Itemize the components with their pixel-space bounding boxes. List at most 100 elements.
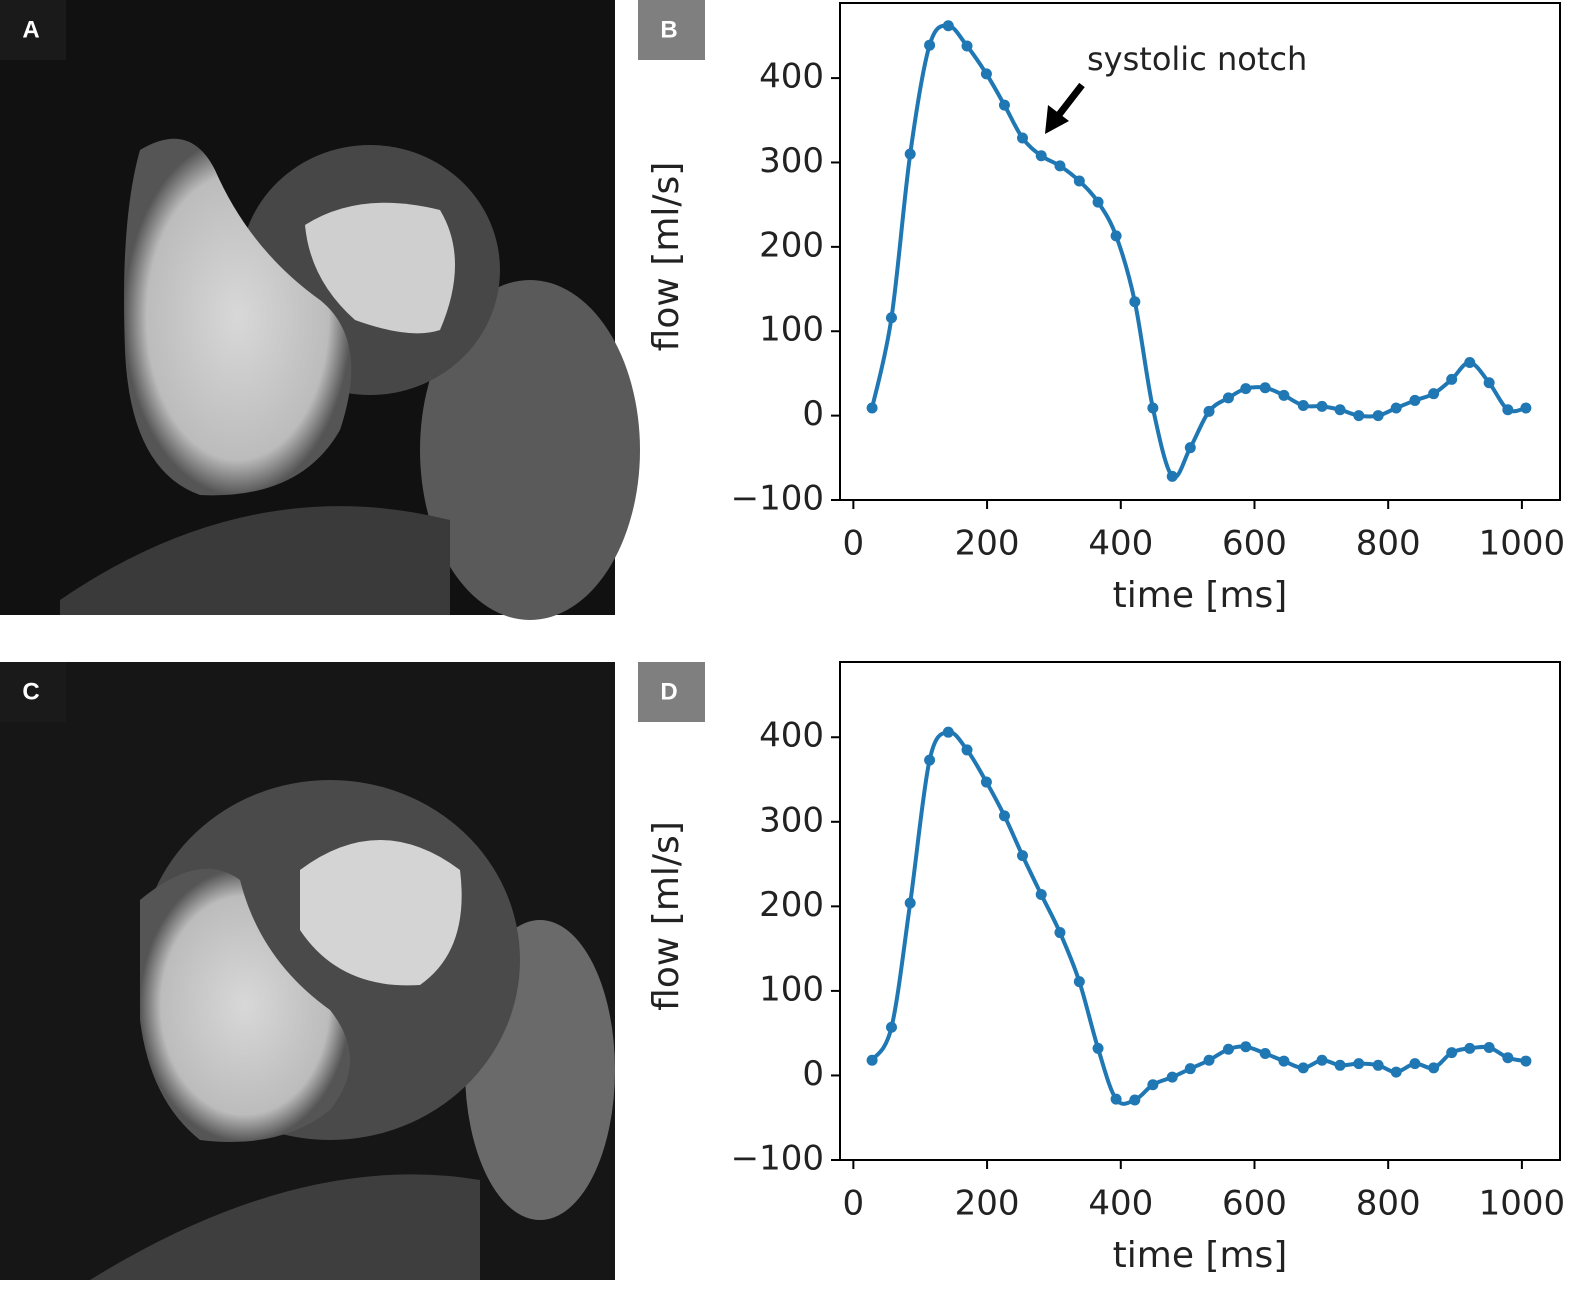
x-tick-label: 0 (843, 524, 865, 564)
flow-point (1035, 889, 1047, 901)
flow-point (1073, 976, 1085, 988)
panel-label-box (0, 0, 66, 60)
panel-label: A (22, 16, 39, 43)
flow-point (1092, 196, 1104, 208)
flow-point (1446, 373, 1458, 385)
flow-point (1017, 132, 1029, 144)
x-tick-label: 400 (1088, 524, 1153, 564)
flow-point (1372, 410, 1384, 422)
flow-point (1464, 1042, 1476, 1054)
flow-point (998, 810, 1010, 822)
annotation: systolic notch (1087, 40, 1307, 78)
panel-label-box (638, 662, 705, 722)
flow-point (942, 20, 954, 32)
mri-image-a (0, 0, 640, 620)
flow-point (980, 68, 992, 80)
flow-point (885, 312, 897, 324)
flow-point (1483, 377, 1495, 389)
flow-point (1017, 850, 1029, 862)
panel-label: C (22, 678, 39, 705)
flow-point (1446, 1047, 1458, 1059)
x-tick-label: 200 (955, 1184, 1020, 1224)
flow-point (866, 402, 878, 414)
y-axis-label: flow [ml/s] (646, 821, 687, 1011)
flow-point (1184, 1063, 1196, 1075)
plot-frame (839, 661, 1561, 1161)
flow-point (1353, 1058, 1365, 1070)
y-tick-label: 200 (759, 225, 824, 265)
flow-point (1520, 402, 1532, 414)
x-axis-label: time [ms] (1113, 575, 1288, 616)
plot-frame (839, 2, 1561, 501)
flow-point (1184, 442, 1196, 454)
flow-point (1520, 1055, 1532, 1067)
y-tick-label: 300 (759, 141, 824, 181)
x-tick-label: 200 (955, 524, 1020, 564)
flow-point (1334, 404, 1346, 416)
flow-point (1129, 1094, 1141, 1106)
y-tick-label: 0 (802, 1054, 824, 1094)
flow-point (1297, 399, 1309, 411)
flow-point (1222, 392, 1234, 404)
panel-label: B (660, 16, 677, 43)
flow-point (1353, 410, 1365, 422)
y-tick-label: −100 (731, 479, 824, 519)
flow-point (942, 726, 954, 738)
flow-point (1147, 1079, 1159, 1091)
flow-point (1054, 160, 1066, 172)
flow-point (1129, 296, 1141, 308)
flow-point (1110, 230, 1122, 242)
panel-label-box (638, 0, 705, 60)
flow-point (1409, 394, 1421, 406)
flow-point (1278, 389, 1290, 401)
y-tick-label: 400 (759, 57, 824, 97)
y-tick-label: −100 (731, 1139, 824, 1179)
x-tick-label: 600 (1222, 524, 1287, 564)
flow-point (1483, 1042, 1495, 1054)
flow-point (1147, 402, 1159, 414)
flow-point (961, 40, 973, 52)
flow-point (904, 148, 916, 160)
flow-point (1166, 470, 1178, 482)
flow-point (1092, 1042, 1104, 1054)
flow-point (1035, 150, 1047, 162)
flow-point (1278, 1055, 1290, 1067)
mri-image-c (0, 662, 615, 1280)
annotation-arrow (1055, 82, 1085, 119)
y-tick-label: 100 (759, 969, 824, 1009)
flow-point (924, 754, 936, 766)
flow-point (1259, 382, 1271, 394)
flow-point (998, 99, 1010, 111)
flow-point (1316, 400, 1328, 412)
flow-point (1409, 1058, 1421, 1070)
flow-point (924, 39, 936, 51)
x-tick-label: 1000 (1479, 524, 1566, 564)
flow-point (1502, 404, 1514, 416)
flow-point (980, 776, 992, 788)
flow-line (870, 730, 1527, 1106)
flow-point (1110, 1093, 1122, 1105)
flow-point (1297, 1062, 1309, 1074)
y-tick-label: 100 (759, 310, 824, 350)
flow-point (961, 744, 973, 756)
flow-point (1259, 1047, 1271, 1059)
x-tick-label: 800 (1356, 1184, 1421, 1224)
flow-point (1316, 1054, 1328, 1066)
y-tick-label: 200 (759, 885, 824, 925)
flow-point (1372, 1059, 1384, 1071)
x-axis-label: time [ms] (1113, 1235, 1288, 1276)
flow-point (1464, 356, 1476, 368)
y-tick-label: 300 (759, 800, 824, 840)
flow-point (866, 1054, 878, 1066)
annotation-arrowhead (1045, 105, 1069, 134)
y-axis-label: flow [ml/s] (646, 162, 687, 352)
flow-point (1502, 1052, 1514, 1064)
x-tick-label: 0 (843, 1184, 865, 1224)
flow-point (1390, 1066, 1402, 1078)
flow-point (1203, 1054, 1215, 1066)
flow-point (1222, 1043, 1234, 1055)
flow-point (1073, 175, 1085, 187)
flow-point (1203, 405, 1215, 417)
